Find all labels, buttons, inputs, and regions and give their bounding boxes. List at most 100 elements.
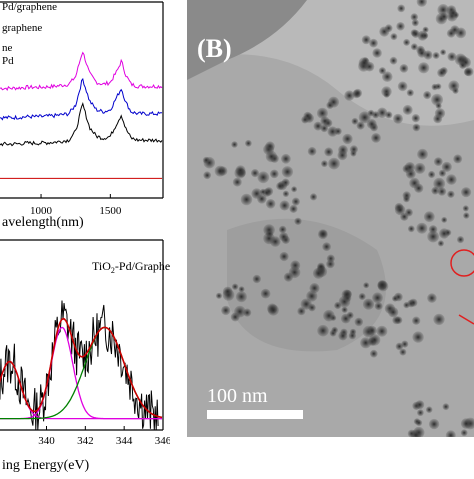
nanoparticle: [268, 305, 279, 316]
nanoparticle: [453, 154, 462, 163]
nanoparticle: [203, 171, 211, 179]
nanoparticle: [334, 128, 341, 135]
nanoparticle: [372, 111, 379, 118]
nanoparticle: [450, 25, 459, 34]
x-tick-label: 342: [77, 435, 94, 447]
xps-envelope-line: [0, 319, 162, 418]
nanoparticle: [426, 406, 433, 413]
nanoparticle: [321, 160, 328, 167]
nanoparticle: [400, 213, 408, 221]
nanoparticle: [395, 316, 403, 324]
nanoparticle: [378, 280, 388, 290]
nanoparticle: [359, 111, 371, 123]
nanoparticle: [427, 231, 439, 243]
nanoparticle: [390, 33, 397, 40]
nanoparticle: [457, 236, 464, 243]
nanoparticle: [436, 103, 442, 109]
nanoparticle: [417, 0, 427, 7]
nanoparticle: [417, 49, 426, 58]
nanoparticle: [282, 166, 293, 177]
nanoparticle: [411, 13, 419, 21]
nanoparticle: [407, 89, 414, 96]
xps-raw-data-line: [0, 301, 158, 431]
nanoparticle: [409, 299, 417, 307]
nanoparticle: [309, 283, 319, 293]
nanoparticle: [461, 187, 471, 197]
nanoparticle: [320, 116, 329, 125]
nanoparticle: [279, 232, 288, 241]
nanoparticle: [215, 166, 226, 177]
nanoparticle: [283, 191, 289, 197]
nanoparticle: [390, 57, 398, 65]
nanoparticle: [422, 32, 429, 39]
nanoparticle: [406, 169, 416, 179]
nanoparticle: [403, 302, 409, 308]
nanoparticle: [392, 296, 398, 302]
nanoparticle: [441, 217, 447, 223]
nanoparticle: [408, 225, 415, 232]
nanoparticle: [289, 267, 301, 279]
nanoparticle: [317, 325, 329, 337]
nanoparticle: [308, 147, 317, 156]
nanoparticle: [428, 171, 435, 178]
nanoparticle: [289, 205, 297, 213]
nanoparticle: [349, 332, 356, 339]
nanoparticle: [400, 64, 409, 73]
nanoparticle: [429, 419, 439, 429]
nanoparticle: [443, 403, 450, 410]
nanoparticle: [308, 304, 316, 312]
nanoparticle: [447, 52, 456, 61]
raman-series-line: [0, 79, 162, 120]
nanoparticle: [431, 187, 439, 195]
nanoparticle: [338, 145, 348, 155]
nanoparticle: [253, 275, 261, 283]
nanoparticle: [355, 318, 364, 327]
nanoparticle: [372, 292, 383, 303]
nanoparticle: [415, 400, 424, 409]
nanoparticle: [234, 306, 246, 318]
nanoparticle: [435, 108, 445, 118]
nanoparticle: [464, 67, 473, 76]
nanoparticle: [396, 22, 405, 31]
nanoparticle: [328, 158, 340, 170]
scale-bar-label: 100 nm: [207, 385, 268, 408]
nanoparticle: [379, 27, 389, 37]
nanoparticle: [270, 236, 281, 247]
legend-entry: Pd/graphene: [2, 1, 57, 13]
nanoparticle: [266, 199, 276, 209]
nanoparticle: [411, 43, 418, 50]
nanoparticle: [372, 48, 382, 58]
nanoparticle: [326, 102, 333, 109]
nanoparticle: [409, 178, 420, 189]
nanoparticle: [413, 124, 421, 132]
nanoparticle: [313, 268, 324, 279]
nanoparticle: [369, 39, 378, 48]
nanoparticle: [432, 84, 439, 91]
nanoparticle: [463, 212, 469, 218]
nanoparticle: [280, 252, 289, 261]
nanoparticle: [384, 91, 390, 97]
nanoparticle: [359, 57, 370, 68]
nanoparticle: [350, 145, 358, 153]
nanoparticle: [353, 89, 362, 98]
nanoparticle: [446, 174, 457, 185]
nanoparticle: [276, 182, 284, 190]
tem-micrograph: (B) 100 nm: [187, 0, 474, 437]
nanoparticle: [437, 4, 449, 16]
nanoparticle: [459, 62, 466, 69]
nanoparticle: [347, 312, 354, 319]
nanoparticle: [437, 68, 446, 77]
nanoparticle: [331, 327, 338, 334]
nanoparticle: [417, 149, 428, 160]
x-tick-label: 340: [38, 435, 55, 447]
nanoparticle: [360, 337, 371, 348]
legend-entry: ne: [2, 42, 13, 54]
nanoparticle: [375, 302, 383, 310]
nanoparticle: [403, 39, 410, 46]
nanoparticle: [310, 193, 317, 200]
nanoparticle: [261, 289, 271, 299]
nanoparticle: [447, 191, 454, 198]
x-tick-label: 1500: [99, 205, 122, 217]
